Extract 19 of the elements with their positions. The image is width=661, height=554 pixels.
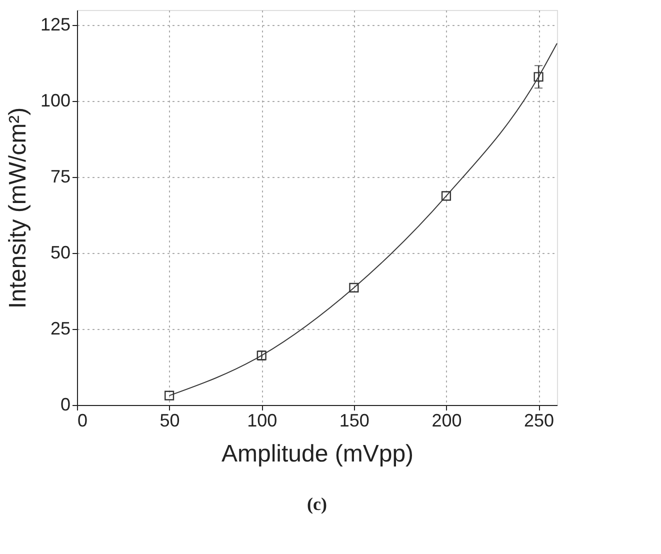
- y-tick-label: 125: [40, 14, 70, 35]
- y-axis-title: Intensity (mW/cm²): [4, 107, 32, 309]
- point: [164, 390, 174, 400]
- text: (c): [307, 494, 327, 514]
- x-tick-label: 100: [247, 410, 278, 430]
- point: [534, 72, 544, 82]
- x-tick-label: 250: [524, 410, 554, 430]
- y-tick-label: 0: [60, 394, 70, 414]
- y-tick-label: 75: [50, 166, 70, 187]
- y-tick-label: 25: [50, 318, 70, 339]
- x-tick-label: 50: [160, 410, 180, 430]
- y-tick-label: 50: [50, 242, 70, 263]
- x-axis-title: Amplitude (mVpp): [221, 440, 414, 468]
- x-tick-label: 150: [339, 410, 370, 430]
- y-tick-label: 100: [40, 90, 70, 111]
- point: [441, 191, 452, 201]
- x-tick-label: 0: [78, 410, 88, 430]
- point: [349, 282, 359, 292]
- x-tick-label: 200: [432, 410, 462, 430]
